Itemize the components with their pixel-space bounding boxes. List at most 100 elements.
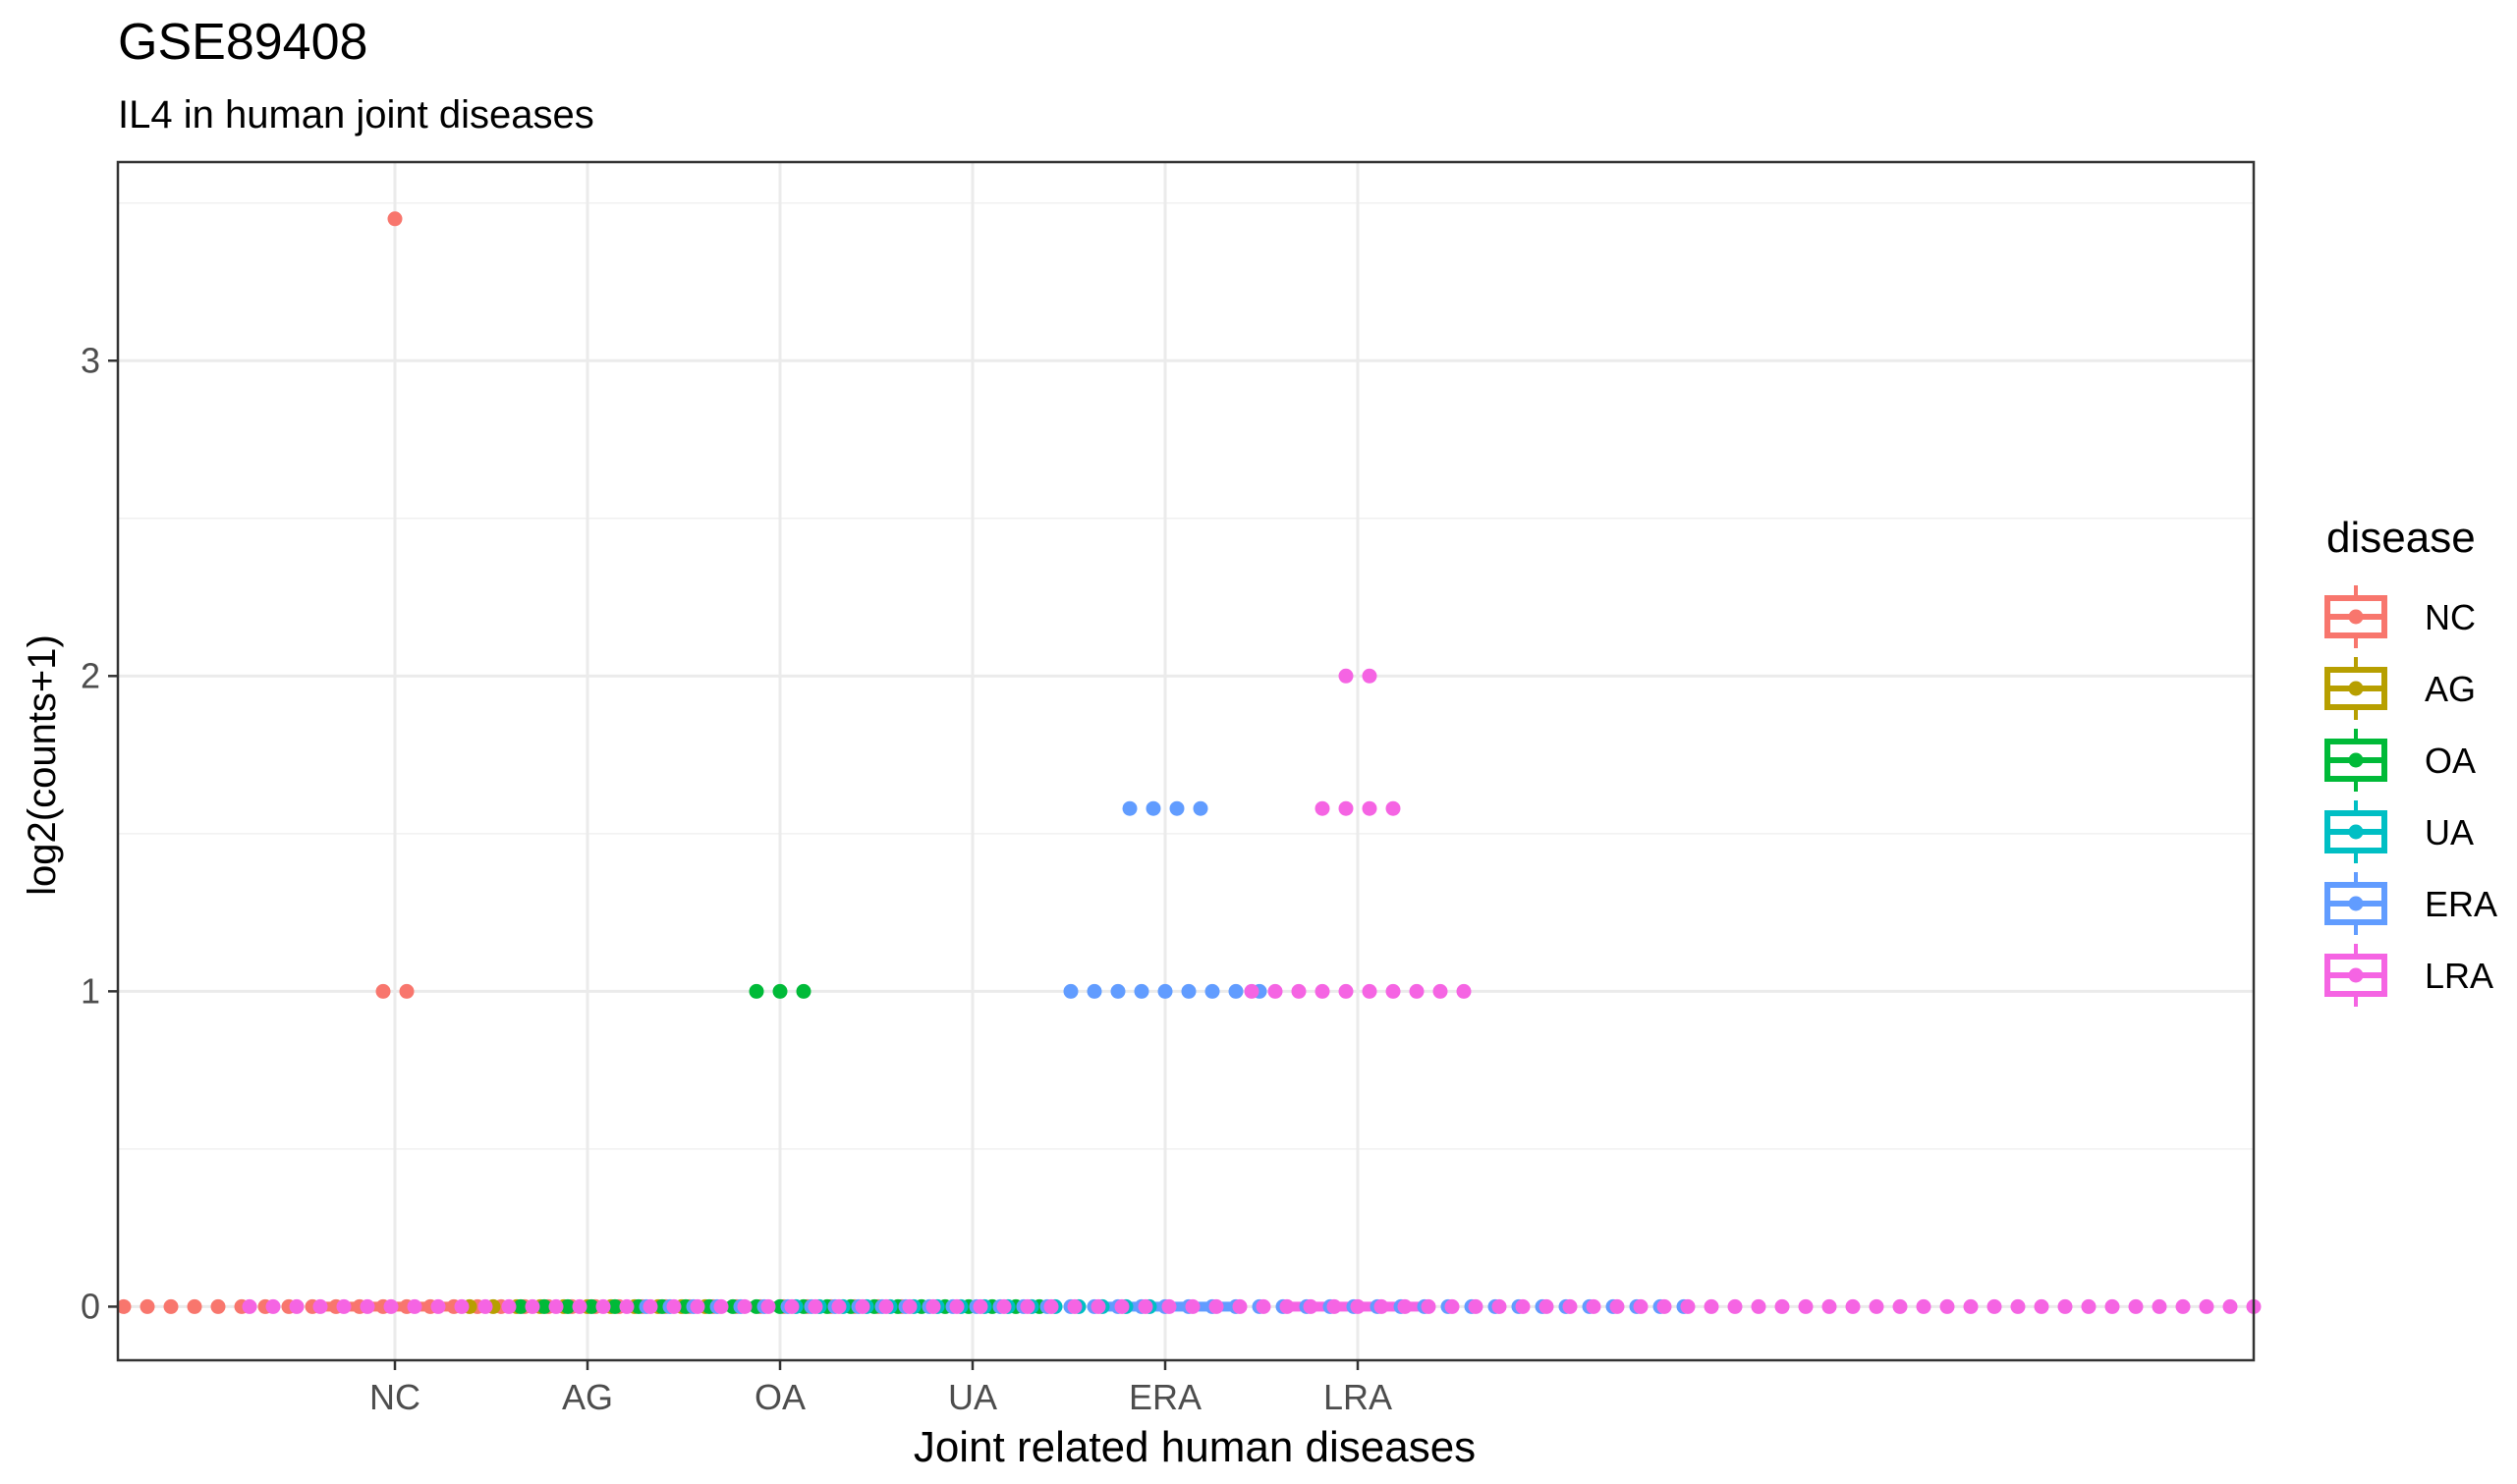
legend-label-nc: NC	[2425, 597, 2476, 637]
data-point-lra	[1916, 1298, 1931, 1314]
data-point-lra	[1798, 1298, 1814, 1314]
data-point-lra	[1091, 1298, 1106, 1314]
data-point-lra	[925, 1298, 941, 1314]
data-point-lra	[713, 1298, 729, 1314]
data-point-nc	[387, 211, 403, 227]
x-axis-label: Joint related human diseases	[914, 1423, 1476, 1471]
data-point-lra	[1538, 1298, 1554, 1314]
data-point-era	[1087, 983, 1102, 999]
data-point-lra	[1562, 1298, 1578, 1314]
data-point-era	[1134, 983, 1149, 999]
data-point-lra	[1314, 983, 1330, 999]
legend-key-dot	[2348, 824, 2364, 840]
data-point-lra	[595, 1298, 611, 1314]
x-tick-label-ag: AG	[562, 1377, 613, 1417]
data-point-era	[1181, 983, 1197, 999]
data-point-lra	[1751, 1298, 1766, 1314]
data-point-oa	[796, 983, 811, 999]
legend-label-lra: LRA	[2425, 956, 2493, 996]
data-point-oa	[513, 1298, 529, 1314]
data-point-era	[1157, 983, 1173, 999]
data-point-lra	[1444, 1298, 1460, 1314]
data-point-lra	[1892, 1298, 1908, 1314]
data-point-lra	[1586, 1298, 1601, 1314]
x-tick-label-era: ERA	[1129, 1377, 1202, 1417]
data-point-oa	[584, 1298, 599, 1314]
data-point-lra	[2010, 1298, 2026, 1314]
data-point-lra	[855, 1298, 870, 1314]
data-point-lra	[454, 1298, 470, 1314]
legend-item-ag: AG	[2324, 657, 2476, 720]
panel-background	[118, 162, 2254, 1360]
data-point-lra	[1456, 983, 1472, 999]
data-point-lra	[1774, 1298, 1790, 1314]
x-axis-ticks: NC AG OA UA ERA LRA	[369, 1360, 1392, 1417]
data-point-lra	[1845, 1298, 1861, 1314]
data-point-oa	[607, 1298, 623, 1314]
legend-label-oa: OA	[2425, 741, 2476, 781]
data-point-lra	[1421, 1298, 1436, 1314]
legend-key-dot	[2348, 609, 2364, 625]
data-point-nc	[116, 1298, 132, 1314]
data-point-era	[1063, 983, 1079, 999]
data-point-era	[1146, 800, 1161, 816]
data-point-lra	[572, 1298, 587, 1314]
data-point-oa	[560, 1298, 576, 1314]
data-point-era	[1122, 800, 1138, 816]
data-point-lra	[2104, 1298, 2120, 1314]
data-point-lra	[1138, 1298, 1153, 1314]
data-point-lra	[1256, 1298, 1271, 1314]
data-point-lra	[1468, 1298, 1483, 1314]
legend-label-ua: UA	[2425, 812, 2474, 852]
data-point-lra	[1338, 983, 1354, 999]
data-point-lra	[878, 1298, 894, 1314]
x-tick-label-nc: NC	[369, 1377, 420, 1417]
legend-key-dot	[2348, 967, 2364, 983]
data-point-lra	[383, 1298, 399, 1314]
x-tick-label-oa: OA	[755, 1377, 806, 1417]
data-point-era	[1110, 983, 1126, 999]
data-point-lra	[265, 1298, 281, 1314]
data-point-lra	[1963, 1298, 1979, 1314]
data-point-lra	[1633, 1298, 1649, 1314]
legend-item-lra: LRA	[2324, 944, 2493, 1007]
data-point-oa	[772, 983, 788, 999]
data-point-lra	[2034, 1298, 2049, 1314]
data-point-nc	[140, 1298, 155, 1314]
data-point-lra	[1385, 800, 1401, 816]
data-point-lra	[666, 1298, 682, 1314]
data-point-lra	[808, 1298, 823, 1314]
data-point-lra	[360, 1298, 375, 1314]
data-point-lra	[525, 1298, 540, 1314]
y-axis-label: log2(counts+1)	[21, 634, 64, 896]
data-point-lra	[996, 1298, 1012, 1314]
data-point-lra	[1208, 1298, 1224, 1314]
legend-title: disease	[2326, 514, 2476, 562]
data-point-oa	[749, 983, 764, 999]
y-axis-ticks: 0 1 2 3	[81, 340, 118, 1326]
data-point-lra	[242, 1298, 257, 1314]
data-point-lra	[1869, 1298, 1884, 1314]
chart-title: GSE89408	[118, 14, 367, 71]
data-point-lra	[2081, 1298, 2097, 1314]
legend-key-dot	[2348, 752, 2364, 768]
data-point-lra	[1020, 1298, 1035, 1314]
data-point-lra	[949, 1298, 965, 1314]
legend-label-ag: AG	[2425, 669, 2476, 709]
data-point-lra	[1314, 800, 1330, 816]
data-point-lra	[2128, 1298, 2144, 1314]
legend-item-nc: NC	[2324, 585, 2476, 648]
data-point-lra	[312, 1298, 328, 1314]
data-point-lra	[1244, 983, 1259, 999]
data-point-lra	[1609, 1298, 1625, 1314]
data-point-lra	[1291, 983, 1307, 999]
data-point-oa	[536, 1298, 552, 1314]
data-point-era	[1228, 983, 1244, 999]
data-point-era	[1204, 983, 1220, 999]
data-point-lra	[1267, 983, 1283, 999]
data-point-lra	[289, 1298, 305, 1314]
data-point-lra	[1704, 1298, 1719, 1314]
data-point-lra	[760, 1298, 776, 1314]
data-point-lra	[1362, 668, 1377, 684]
